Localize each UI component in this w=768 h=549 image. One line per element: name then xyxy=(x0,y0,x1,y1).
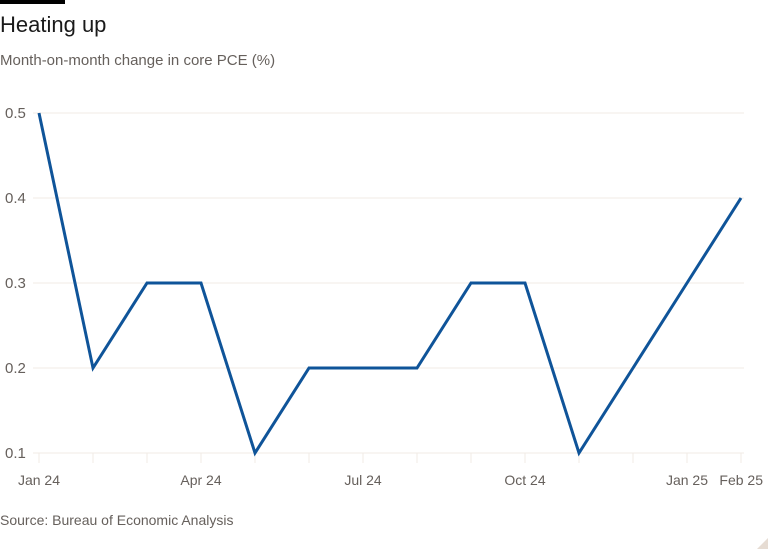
x-tick-label: Oct 24 xyxy=(504,472,545,488)
series-line xyxy=(37,112,743,457)
x-tick-label: Apr 24 xyxy=(180,472,221,488)
brand-bar xyxy=(0,0,65,4)
x-tick-label: Jul 24 xyxy=(344,472,382,488)
source-note: Source: Bureau of Economic Analysis xyxy=(0,512,234,528)
y-tick-label: 0.3 xyxy=(5,275,26,292)
x-tick-label: Jan 25 xyxy=(666,472,708,488)
y-tick-label: 0.4 xyxy=(5,190,26,207)
y-axis: 0.1 0.2 0.3 0.4 0.5 xyxy=(5,105,26,462)
x-tick-label: Jan 24 xyxy=(18,472,60,488)
x-tick-label: Feb 25 xyxy=(719,472,763,488)
gridlines xyxy=(33,112,744,454)
chart-title: Heating up xyxy=(0,12,107,37)
corner-decoration xyxy=(757,538,768,549)
y-tick-label: 0.1 xyxy=(5,445,26,462)
y-tick-label: 0.2 xyxy=(5,360,26,377)
chart-subtitle: Month-on-month change in core PCE (%) xyxy=(0,52,276,69)
x-axis: Jan 24 Apr 24 Jul 24 Oct 24 Jan 25 Feb 25 xyxy=(18,453,763,488)
y-tick-label: 0.5 xyxy=(5,105,26,122)
